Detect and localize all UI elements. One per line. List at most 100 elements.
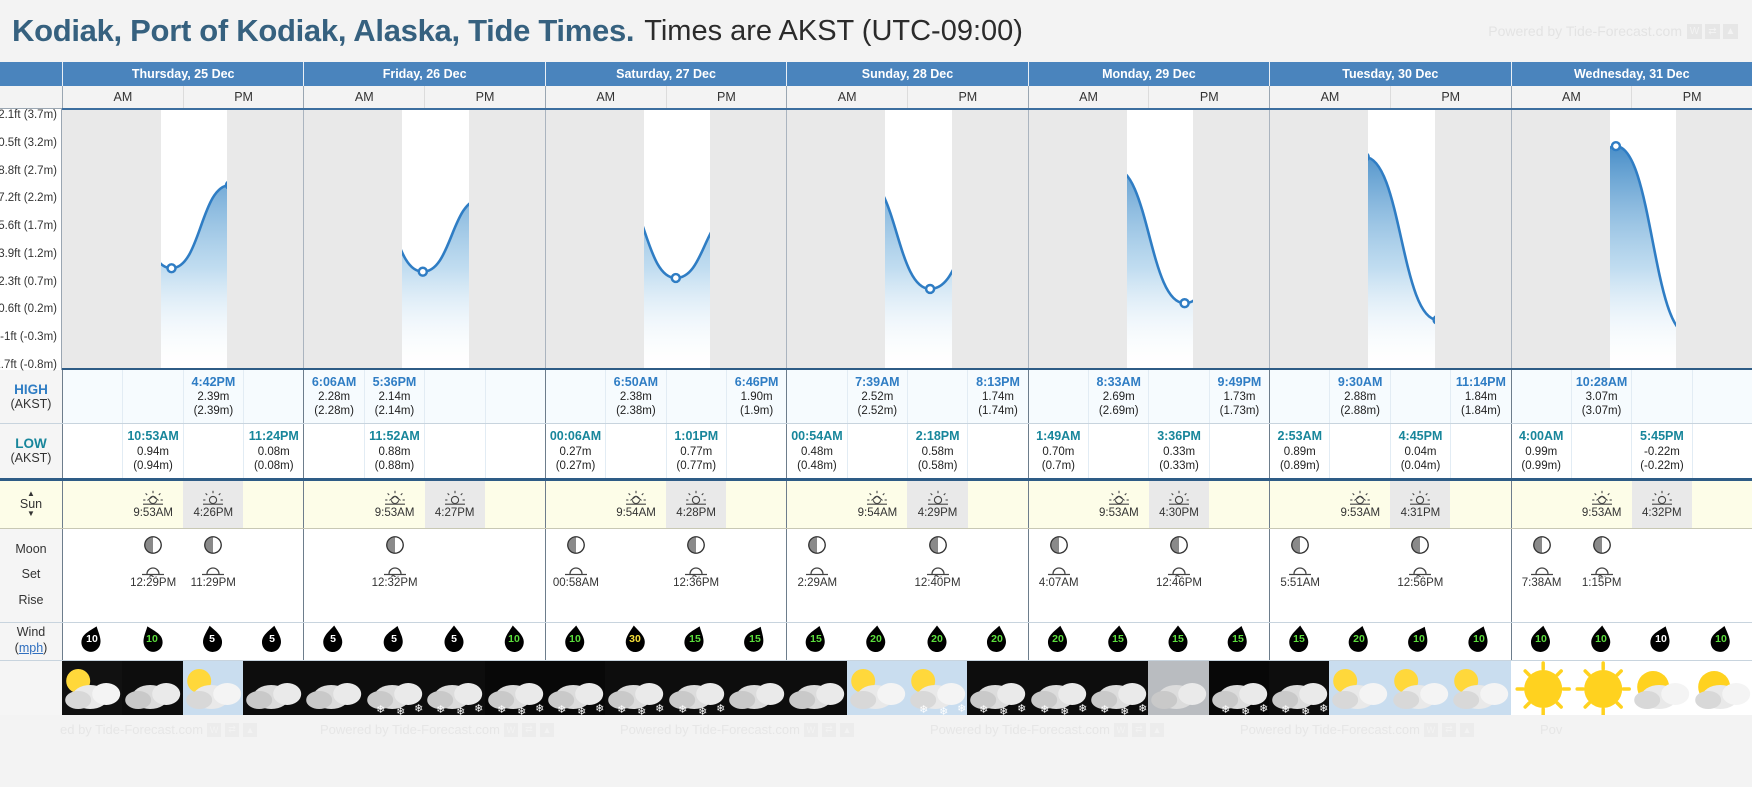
wind-cell[interactable]: 10	[1450, 623, 1510, 660]
high-cell[interactable]: 8:33AM 2.69m (2.69m)	[1088, 370, 1148, 424]
wind-arrow-icon[interactable]: 15	[1104, 625, 1134, 657]
wind-cell[interactable]: 15	[1089, 623, 1149, 660]
day-header-1[interactable]: Friday, 26 Dec	[303, 62, 545, 86]
wind-cell[interactable]: 20	[847, 623, 907, 660]
tide-extremum-marker[interactable]	[166, 263, 177, 274]
low-cell[interactable]: 2:18PM 0.58m (0.58m)	[906, 424, 967, 478]
wind-arrow-icon[interactable]: 15	[802, 625, 832, 657]
sun-cell[interactable]: 4:26PM	[183, 480, 244, 528]
moon-cell[interactable]: 1:15PM	[1572, 529, 1632, 622]
sun-cell[interactable]: 4:28PM	[666, 480, 727, 528]
low-cell[interactable]: 11:24PM 0.08m (0.08m)	[243, 424, 303, 478]
wind-arrow-icon[interactable]: 5	[258, 625, 288, 657]
weather-icon-cloud-snow[interactable]: ❄ ❄ ❄	[1027, 660, 1089, 715]
wind-cell[interactable]: 15	[1209, 623, 1269, 660]
weather-icon-cloud-snow[interactable]: ❄ ❄ ❄	[1088, 660, 1149, 715]
moon-cell[interactable]: 7:38AM	[1512, 529, 1572, 622]
wind-cell[interactable]: 15	[1270, 623, 1330, 660]
moon-cell[interactable]: 12:36PM	[666, 529, 726, 622]
low-cell[interactable]: 1:01PM 0.77m (0.77m)	[665, 424, 726, 478]
wind-cell[interactable]: 10	[1572, 623, 1632, 660]
weather-icon-cloud-snow[interactable]: ❄ ❄ ❄	[363, 660, 425, 715]
wind-cell[interactable]: 10	[1692, 623, 1752, 660]
high-cell[interactable]: 6:06AM 2.28m (2.28m)	[304, 370, 363, 423]
tide-extremum-marker[interactable]	[924, 283, 936, 295]
wind-arrow-icon[interactable]: 10	[500, 625, 530, 657]
wind-arrow-icon[interactable]: 5	[380, 625, 410, 657]
wind-arrow-icon[interactable]: 10	[1527, 625, 1557, 657]
weather-icon-sun-cloud-day[interactable]	[182, 660, 244, 715]
wind-unit-text[interactable]: mph	[18, 641, 44, 656]
sun-cell[interactable]: 4:29PM	[907, 480, 968, 528]
low-cell[interactable]: 4:45PM 0.04m (0.04m)	[1389, 424, 1450, 478]
weather-icon-cloud-snow[interactable]: ❄ ❄ ❄	[967, 660, 1028, 715]
weather-icon-cloud-snow[interactable]: ❄ ❄ ❄	[1269, 660, 1330, 715]
low-cell[interactable]: 4:00AM 0.99m (0.99m)	[1512, 424, 1571, 477]
moon-cell[interactable]: 2:29AM	[787, 529, 847, 622]
high-cell[interactable]: 7:39AM 2.52m (2.52m)	[846, 370, 907, 424]
high-cell[interactable]: 6:50AM 2.38m (2.38m)	[605, 370, 665, 424]
sun-cell[interactable]: 4:31PM	[1390, 480, 1451, 528]
wind-arrow-icon[interactable]: 10	[1465, 625, 1495, 657]
wind-arrow-icon[interactable]: 20	[923, 625, 953, 657]
high-cell[interactable]: 10:28AM 3.07m (3.07m)	[1570, 370, 1631, 424]
sun-cell[interactable]: 4:27PM	[424, 480, 485, 528]
day-header-0[interactable]: Thursday, 25 Dec	[62, 62, 304, 86]
wind-arrow-icon[interactable]: 10	[1707, 625, 1737, 657]
wind-arrow-icon[interactable]: 15	[741, 625, 771, 657]
sun-cell[interactable]: 9:54AM	[847, 481, 907, 528]
wind-cell[interactable]: 20	[968, 623, 1028, 660]
weather-icon-sun-cloud-snow[interactable]: ❄ ❄ ❄	[906, 660, 968, 715]
weather-icon-cloud-snow-night[interactable]: ❄ ❄ ❄	[484, 660, 545, 715]
weather-icon-cloud-night[interactable]	[303, 660, 364, 715]
day-header-4[interactable]: Monday, 29 Dec	[1027, 62, 1270, 86]
weather-icon-cloud-snow[interactable]: ❄ ❄ ❄	[424, 660, 485, 715]
tide-extremum-marker[interactable]	[1179, 298, 1190, 309]
weather-icon-cloud-grey[interactable]	[1148, 660, 1209, 715]
wind-unit-link[interactable]: (mph)	[14, 641, 48, 656]
wind-cell[interactable]: 30	[606, 623, 666, 660]
sun-cell[interactable]: 4:30PM	[1148, 480, 1210, 528]
wind-arrow-icon[interactable]: 10	[138, 625, 168, 657]
low-cell[interactable]: 00:54AM 0.48m (0.48m)	[787, 424, 846, 477]
wind-arrow-icon[interactable]: 5	[319, 625, 349, 657]
weather-icon-sun-bright[interactable]	[1510, 660, 1571, 715]
high-cell[interactable]: 6:46PM 1.90m (1.9m)	[725, 370, 786, 424]
chart-plot-area[interactable]	[62, 108, 1752, 370]
wind-cell[interactable]: 5	[304, 623, 364, 660]
sun-cell[interactable]: 9:53AM	[1330, 481, 1390, 528]
wind-cell[interactable]: 5	[243, 623, 303, 660]
moon-cell[interactable]: 12:40PM	[907, 529, 967, 622]
wind-cell[interactable]: 20	[907, 623, 967, 660]
moon-cell[interactable]: 12:46PM	[1149, 529, 1209, 622]
high-cell[interactable]: 11:14PM 1.84m (1.84m)	[1450, 370, 1510, 424]
high-cell[interactable]: 8:13PM 1.74m (1.74m)	[967, 370, 1027, 424]
moon-cell[interactable]: 00:58AM	[546, 529, 606, 622]
sun-cell[interactable]: 9:53AM	[365, 481, 425, 528]
moon-cell[interactable]: 12:56PM	[1390, 529, 1450, 622]
low-cell[interactable]: 10:53AM 0.94m (0.94m)	[122, 424, 182, 478]
low-cell[interactable]: 2:53AM 0.89m (0.89m)	[1270, 424, 1329, 477]
wind-arrow-icon[interactable]: 10	[78, 625, 108, 657]
day-header-6[interactable]: Wednesday, 31 Dec	[1510, 62, 1752, 86]
wind-cell[interactable]: 10	[1390, 623, 1450, 660]
wind-cell[interactable]: 10	[1512, 623, 1572, 660]
wind-arrow-icon[interactable]: 20	[1345, 625, 1375, 657]
wind-arrow-icon[interactable]: 15	[1164, 625, 1194, 657]
weather-icon-sun-cloud-day[interactable]	[1329, 660, 1390, 715]
weather-icon-cloud-night[interactable]	[786, 660, 847, 715]
wind-arrow-icon[interactable]: 15	[1224, 625, 1254, 657]
wind-cell[interactable]: 5	[365, 623, 425, 660]
tide-extremum-marker[interactable]	[1610, 140, 1622, 152]
sun-cell[interactable]: 9:53AM	[123, 481, 183, 528]
sun-cell[interactable]: 9:54AM	[606, 481, 666, 528]
weather-icon-cloud-night[interactable]	[725, 660, 787, 715]
tide-extremum-marker[interactable]	[417, 266, 429, 277]
weather-icon-sun-cloud[interactable]	[62, 660, 123, 715]
wind-cell[interactable]: 10	[123, 623, 183, 660]
high-cell[interactable]: 9:30AM 2.88m (2.88m)	[1329, 370, 1389, 424]
wind-arrow-icon[interactable]: 10	[1587, 625, 1617, 657]
wind-arrow-icon[interactable]: 20	[862, 625, 892, 657]
wind-arrow-icon[interactable]: 10	[1405, 625, 1435, 657]
wind-cell[interactable]: 5	[183, 623, 243, 660]
